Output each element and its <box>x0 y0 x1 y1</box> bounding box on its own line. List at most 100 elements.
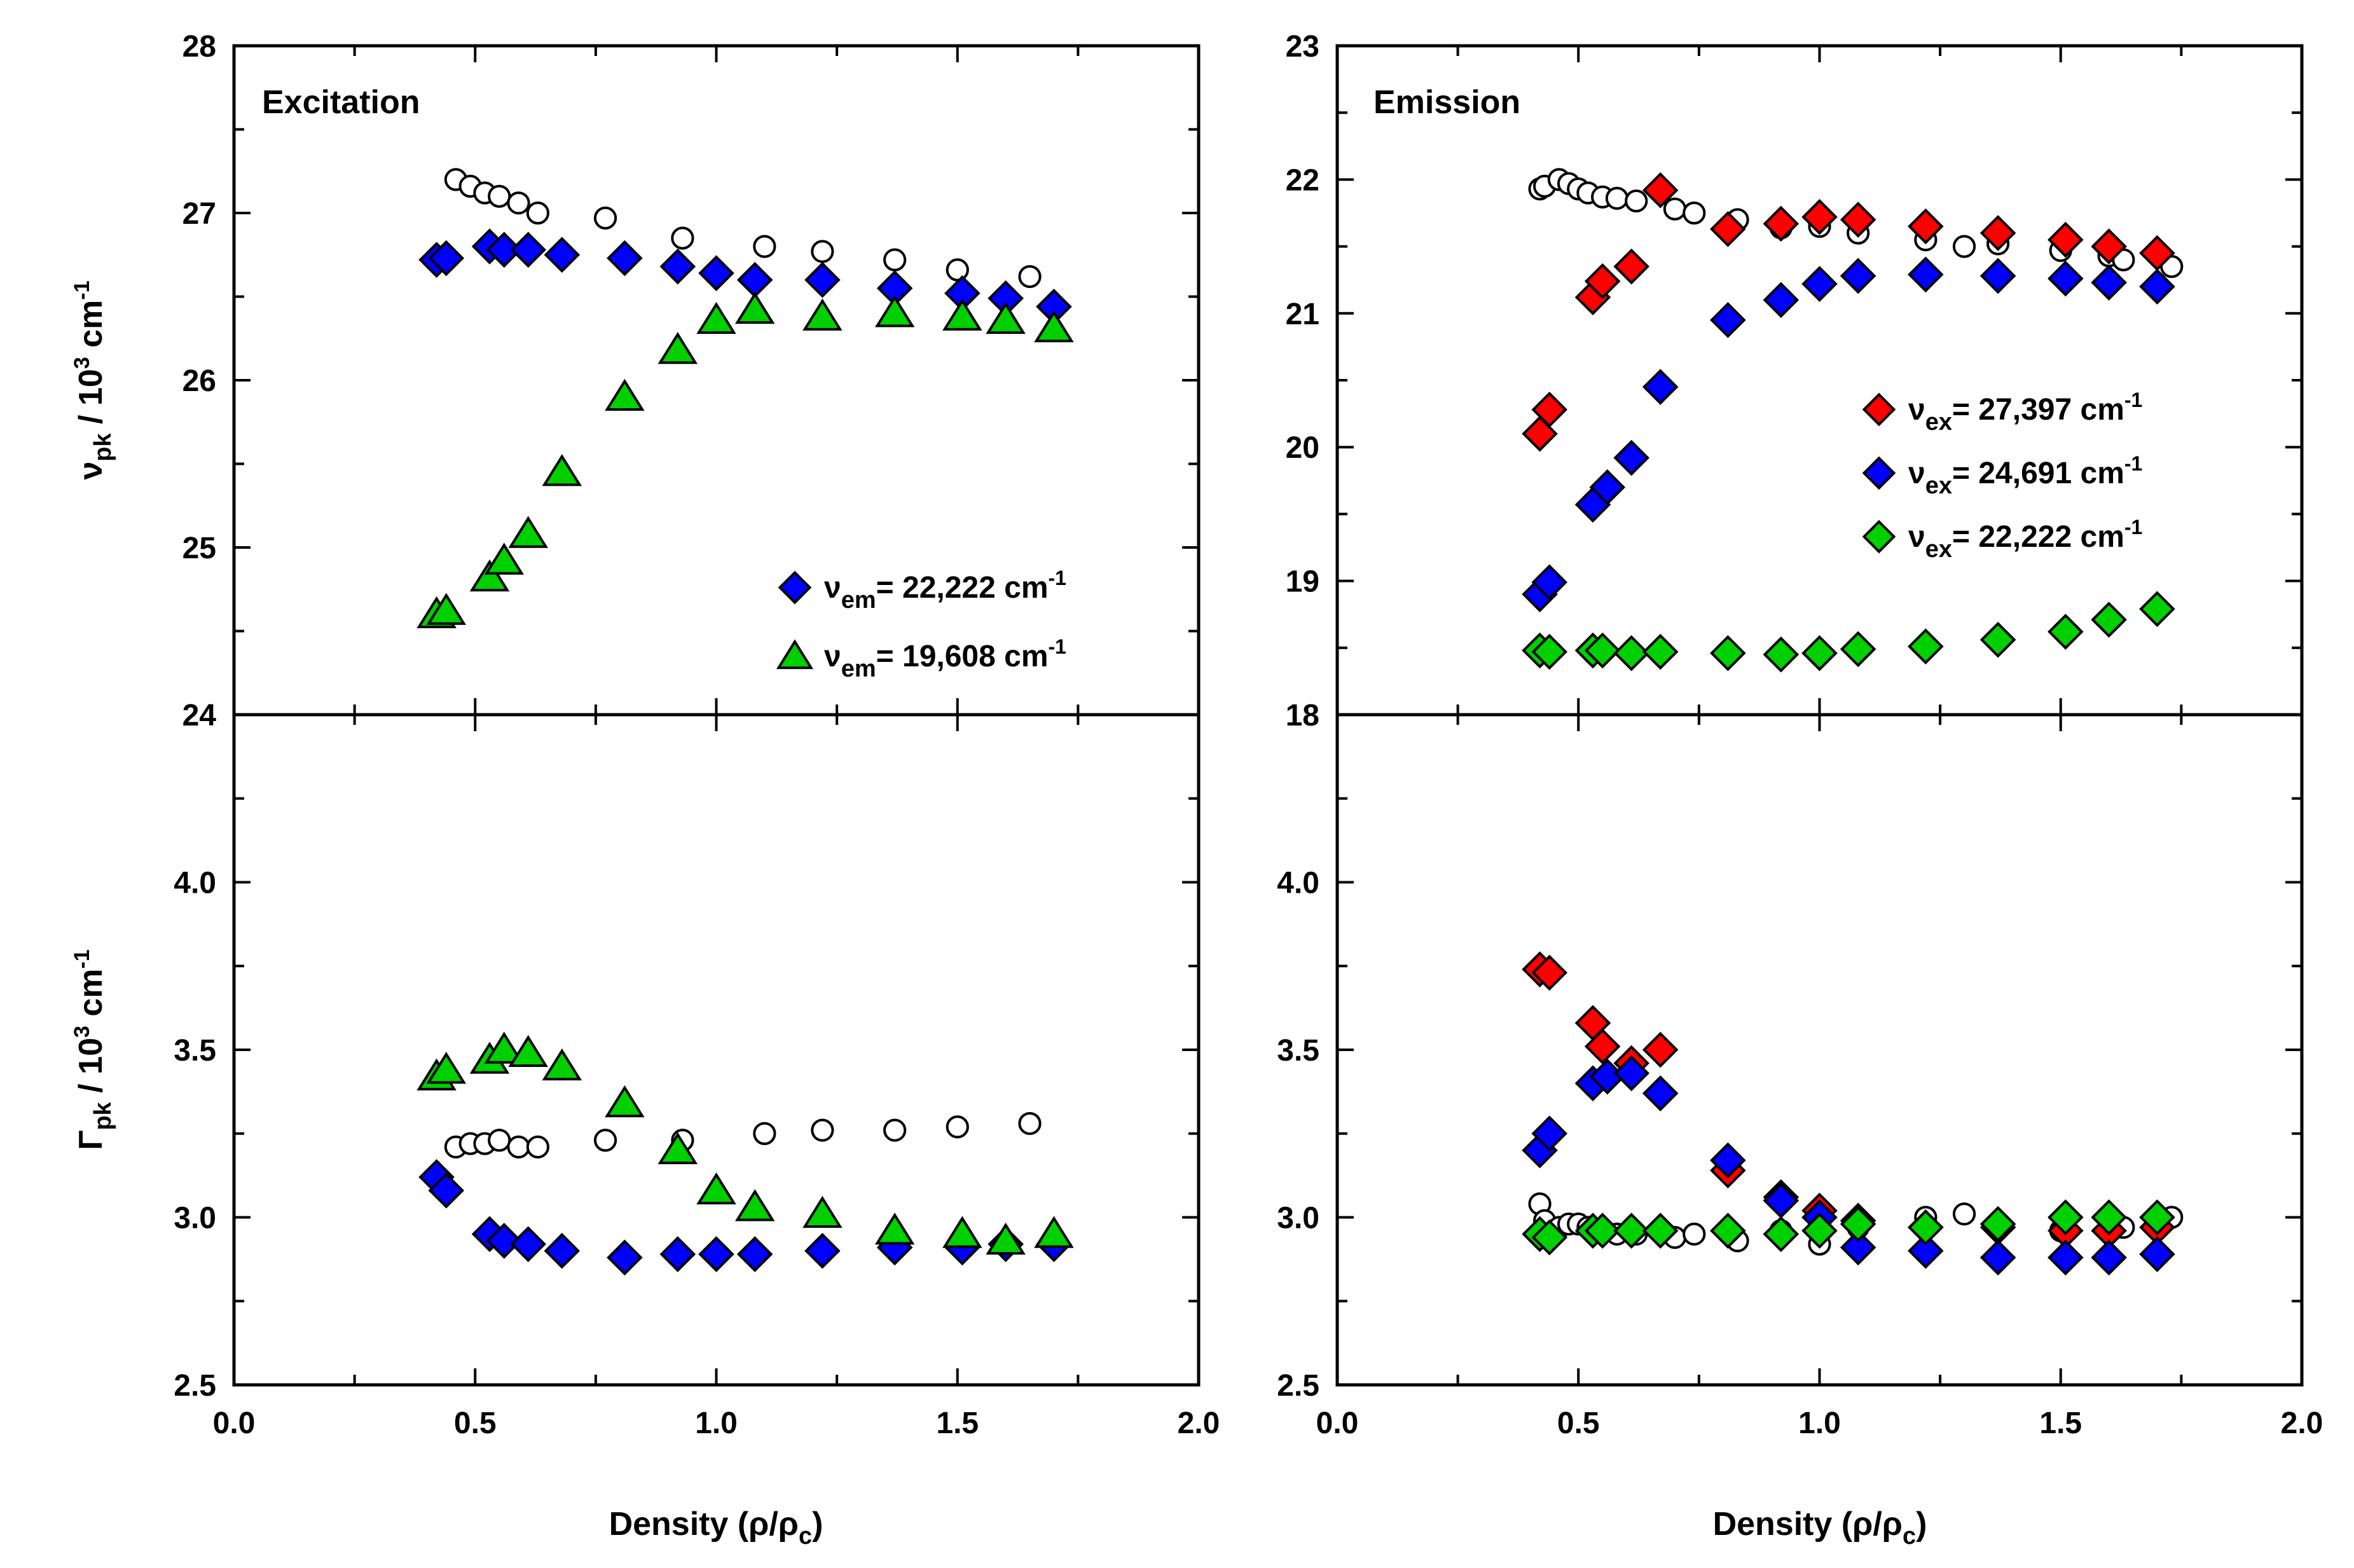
data-point <box>488 1129 511 1152</box>
data-point <box>734 292 775 324</box>
legend-label: νex= 22,222 cm-1 <box>1908 516 2142 563</box>
data-point <box>1979 1239 2016 1276</box>
data-point <box>1584 1028 1621 1065</box>
data-point <box>1840 258 1876 294</box>
data-point <box>1979 215 2016 251</box>
data-point <box>1531 954 1568 991</box>
data-point <box>507 191 530 215</box>
data-point <box>2139 1236 2175 1272</box>
data-point <box>1613 635 1649 671</box>
data-point <box>657 1132 698 1164</box>
legend-entry: νem= 19,608 cm-1 <box>776 635 1066 682</box>
data-point <box>1584 632 1621 669</box>
data-point <box>1613 1055 1649 1092</box>
y-tick-label: 21 <box>1286 298 1319 331</box>
data-point <box>526 201 549 225</box>
data-point <box>1710 1142 1746 1179</box>
x-tick-label: 1.5 <box>2039 1406 2082 1440</box>
y-tick-label: 19 <box>1286 565 1319 599</box>
data-point <box>1531 391 1568 428</box>
data-point <box>1584 263 1621 299</box>
data-point <box>734 1189 775 1221</box>
legend-entry: νem= 22,222 cm-1 <box>778 567 1066 614</box>
data-point <box>1642 633 1679 670</box>
data-point <box>508 516 548 548</box>
data-point <box>736 261 773 298</box>
data-point <box>484 1031 525 1064</box>
data-point <box>1979 1206 2016 1242</box>
data-point <box>671 226 694 250</box>
plot-frame <box>1335 713 2304 1387</box>
data-point <box>804 1232 841 1269</box>
data-point <box>593 206 617 230</box>
data-point <box>2091 228 2127 265</box>
legend-label: νex= 24,691 cm-1 <box>1908 452 2142 499</box>
y-tick-label: 18 <box>1286 699 1319 732</box>
legend-entry: νex= 22,222 cm-1 <box>1862 516 2142 563</box>
legend-label: νex= 27,397 cm-1 <box>1908 389 2142 436</box>
legend-marker <box>1862 392 1896 427</box>
data-point <box>1952 1202 1976 1226</box>
data-point <box>1801 266 1838 302</box>
data-point <box>698 255 734 291</box>
data-point <box>2048 260 2084 297</box>
plot-frame <box>232 44 1201 717</box>
y-tick-label: 3.5 <box>1277 1034 1319 1068</box>
data-point <box>657 332 698 364</box>
data-point <box>469 559 510 592</box>
y-tick-label: 24 <box>182 699 217 732</box>
data-point <box>1642 369 1679 405</box>
data-point <box>1613 1213 1649 1249</box>
data-point <box>2048 1199 2084 1235</box>
x-tick-label: 1.0 <box>1798 1406 1841 1440</box>
panel-emission_width: 2.5 3.0 3.5 4.0 0.0 0.5 1.0 1.5 2.0 <box>1277 713 2323 1440</box>
series-2 <box>416 292 1074 628</box>
data-point <box>486 231 523 268</box>
data-point <box>753 235 776 258</box>
series-1 <box>418 228 1072 325</box>
data-point <box>1642 172 1679 209</box>
x-tick-label: 0.5 <box>454 1406 497 1440</box>
data-point <box>2139 268 2175 305</box>
data-point <box>2048 1239 2084 1276</box>
x-tick-label: 1.0 <box>695 1406 738 1440</box>
legend-label: νem= 19,608 cm-1 <box>824 635 1066 682</box>
data-point <box>508 1035 548 1068</box>
y-axis-title-top: νpk / 103 cm-1 <box>70 280 116 479</box>
data-point <box>811 1118 834 1142</box>
data-point <box>510 231 546 268</box>
data-point <box>2048 614 2084 650</box>
legend-entry: νex= 27,397 cm-1 <box>1862 389 2142 436</box>
data-point <box>1801 199 1838 235</box>
data-point <box>946 258 969 282</box>
data-point <box>544 1232 581 1269</box>
data-point <box>942 298 982 331</box>
legend-entry: νex= 24,691 cm-1 <box>1862 452 2142 499</box>
data-point <box>526 1135 549 1159</box>
x-tick-label: 1.5 <box>936 1406 979 1440</box>
data-point <box>753 1122 776 1145</box>
data-point <box>1034 310 1074 343</box>
data-point <box>1034 1216 1074 1248</box>
y-tick-label: 20 <box>1286 431 1319 465</box>
data-point <box>1613 439 1649 476</box>
data-point <box>1840 1206 1876 1242</box>
data-point <box>1663 197 1687 221</box>
series-3 <box>1522 591 2175 673</box>
data-point <box>2091 1199 2127 1235</box>
series-2 <box>1522 1055 2175 1276</box>
data-point <box>607 1239 643 1276</box>
data-point <box>1683 1222 1706 1246</box>
data-point <box>802 298 843 331</box>
data-point <box>542 1048 582 1081</box>
data-point <box>1763 205 1800 242</box>
data-point <box>1908 256 1944 293</box>
y-tick-label: 22 <box>1286 163 1319 197</box>
data-point <box>542 454 582 486</box>
series-3 <box>1522 1199 2175 1256</box>
x-axis-title: Density (ρ/ρc) <box>609 1506 823 1550</box>
data-point <box>1908 1209 1944 1246</box>
data-point <box>1979 621 2016 658</box>
data-point <box>484 542 525 575</box>
legend-marker <box>778 570 812 605</box>
